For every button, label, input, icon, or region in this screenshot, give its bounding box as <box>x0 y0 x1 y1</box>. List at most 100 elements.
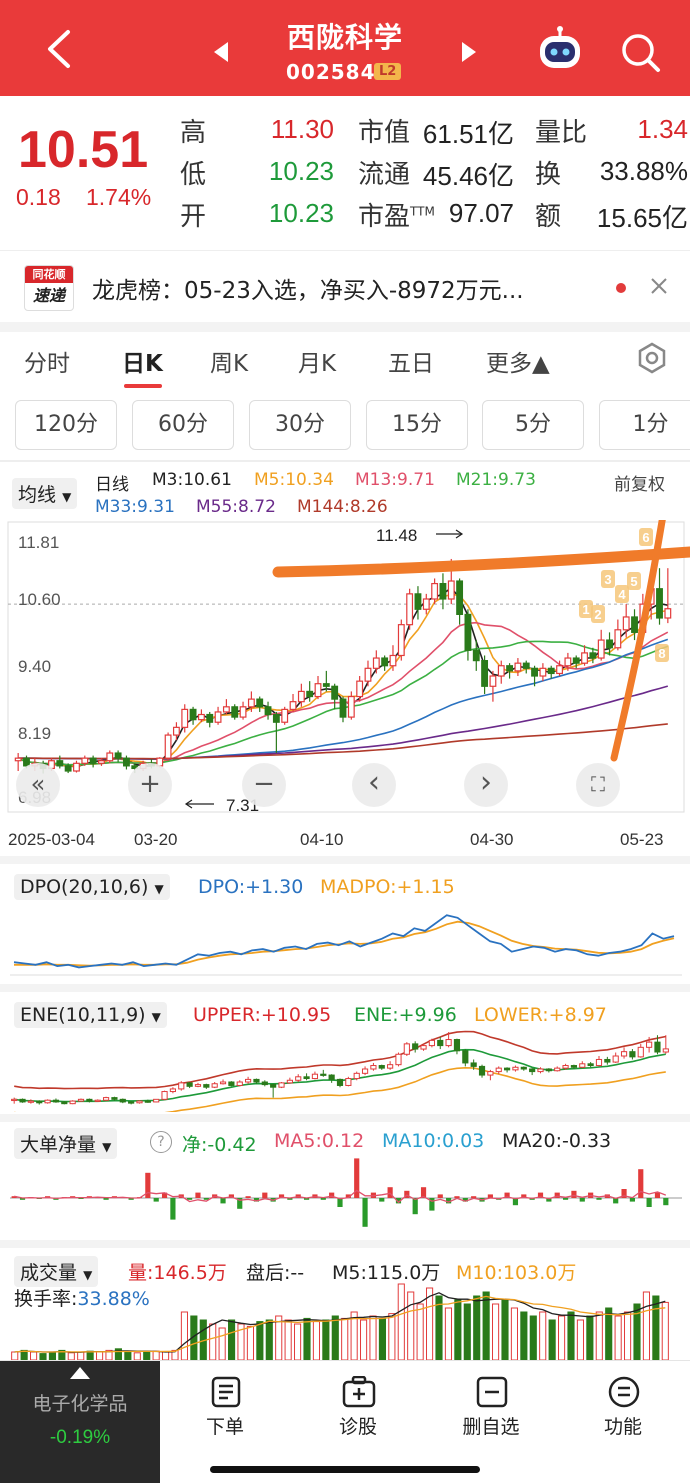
remove-watchlist-icon[interactable] <box>476 1376 508 1408</box>
event-marker[interactable]: 6 <box>639 528 653 546</box>
ene-candle <box>219 1079 227 1085</box>
ma-selector[interactable]: 均线 ▼ <box>12 478 78 509</box>
close-icon[interactable] <box>648 275 670 297</box>
bigorder-bar <box>262 1192 268 1198</box>
ene-upper-line <box>14 1030 666 1090</box>
tab-monthly-k[interactable]: 月K <box>298 351 337 377</box>
zoom-in-button[interactable]: + <box>128 763 172 807</box>
app-header: 西陇科学 002584 L2 <box>0 0 690 96</box>
fullscreen-button[interactable]: ⛶ <box>576 763 620 807</box>
amount-label: 额 <box>535 202 562 232</box>
news-text[interactable]: 龙虎榜：05-23入选，净买入-8972万元... <box>92 278 524 304</box>
minute-120-button[interactable]: 120分 <box>15 400 117 450</box>
adjust-mode[interactable]: 前复权 <box>614 475 665 495</box>
minute-5-button[interactable]: 5分 <box>482 400 584 450</box>
minute-1-button[interactable]: 1分 <box>599 400 690 450</box>
candle <box>289 693 297 712</box>
turnover-value: 33.88% <box>599 156 688 186</box>
minute-30-button[interactable]: 30分 <box>249 400 351 450</box>
tab-five-day[interactable]: 五日 <box>388 351 434 377</box>
event-marker[interactable]: 5 <box>627 572 641 590</box>
tab-more[interactable]: 更多▲ <box>486 351 550 377</box>
bigorder-indicator-chart[interactable] <box>10 1156 682 1236</box>
candle <box>439 573 447 610</box>
candle <box>206 711 214 728</box>
ene-candle <box>336 1078 344 1088</box>
bigorder-bar <box>579 1198 585 1202</box>
next-stock-icon[interactable] <box>458 40 480 64</box>
bigorder-bar <box>103 1198 109 1200</box>
candle <box>464 609 472 661</box>
help-icon[interactable]: ? <box>150 1131 172 1153</box>
order-icon[interactable] <box>210 1376 242 1408</box>
news-logo-top: 同花顺 <box>25 266 73 283</box>
sector-card[interactable]: 电子化学品 -0.19% <box>0 1361 160 1483</box>
ene-indicator-chart[interactable] <box>10 1026 682 1112</box>
event-marker[interactable]: 3 <box>601 570 615 588</box>
scroll-right-button[interactable]: › <box>464 763 508 807</box>
candle <box>231 704 239 720</box>
scroll-left-button[interactable]: ‹ <box>352 763 396 807</box>
dpo-selector[interactable]: DPO(20,10,6) ▼ <box>14 874 170 900</box>
tab-timeshare[interactable]: 分时 <box>24 351 70 377</box>
order-button[interactable]: 下单 <box>205 1416 244 1438</box>
x-axis-label-1: 2025-03-04 <box>8 830 95 849</box>
svg-text:2: 2 <box>594 607 601 622</box>
event-marker[interactable]: 2 <box>591 605 605 623</box>
y-axis-label-4: 8.19 <box>18 724 52 743</box>
event-marker[interactable]: 8 <box>655 644 669 662</box>
zoom-out-button[interactable]: − <box>242 763 286 807</box>
diagnose-button[interactable]: 诊股 <box>338 1416 377 1438</box>
ene-selector[interactable]: ENE(10,11,9) ▼ <box>14 1002 167 1028</box>
dpo-indicator-chart[interactable] <box>10 904 682 980</box>
news-ticker[interactable]: 同花顺 速递 龙虎榜：05-23入选，净买入-8972万元... <box>0 250 690 322</box>
functions-button[interactable]: 功能 <box>603 1416 642 1438</box>
open-label: 开 <box>180 202 207 232</box>
candle <box>614 619 622 651</box>
candle <box>381 655 389 671</box>
volume-chart[interactable] <box>10 1280 682 1360</box>
bigorder-bar <box>228 1194 234 1198</box>
candle <box>547 665 555 679</box>
ene-candle <box>403 1042 410 1056</box>
assistant-robot-icon[interactable] <box>536 26 584 72</box>
bigorder-bar <box>454 1196 460 1198</box>
event-marker[interactable]: 1 <box>579 600 593 618</box>
menu-icon[interactable] <box>608 1376 640 1408</box>
search-icon[interactable] <box>620 32 662 74</box>
low-label: 低 <box>180 160 207 190</box>
candlestick-chart[interactable]: 1 2 345 6 8 <box>0 520 690 825</box>
minute-60-button[interactable]: 60分 <box>132 400 234 450</box>
tab-weekly-k[interactable]: 周K <box>210 351 249 377</box>
bigorder-selector[interactable]: 大单净量 ▼ <box>14 1128 118 1159</box>
amount-value: 15.65亿 <box>596 203 688 233</box>
diagnose-icon[interactable] <box>342 1376 376 1408</box>
volume-selector[interactable]: 成交量 ▼ <box>14 1256 99 1287</box>
volume-bar <box>58 1349 66 1360</box>
event-marker[interactable]: 4 <box>615 585 629 603</box>
x-axis-label-5: 05-23 <box>620 830 664 849</box>
tab-daily-k[interactable]: 日K <box>122 351 163 377</box>
candle <box>556 660 563 677</box>
ene-candle <box>311 1071 319 1080</box>
ene-candle <box>253 1078 260 1084</box>
candle <box>456 578 464 625</box>
volume-bar <box>482 1291 490 1360</box>
bigorder-selector-label: 大单净量 <box>20 1134 97 1156</box>
ene-selector-label: ENE(10,11,9) <box>20 1004 146 1026</box>
bigorder-bar <box>161 1192 168 1198</box>
sector-change: -0.19% <box>49 1427 111 1448</box>
prev-stock-icon[interactable] <box>210 40 232 64</box>
back-icon[interactable] <box>40 28 76 70</box>
candle <box>422 593 430 615</box>
remove-watchlist-button[interactable]: 删自选 <box>462 1416 520 1438</box>
bigorder-bar <box>395 1198 402 1204</box>
scroll-left-fast-button[interactable]: « <box>16 763 60 807</box>
ene-lower-line <box>14 1066 666 1112</box>
ene-candle <box>620 1047 628 1059</box>
level2-badge[interactable]: L2 <box>374 63 402 80</box>
ene-candle <box>44 1099 51 1104</box>
dpo-value: DPO:+1.30 <box>198 876 304 898</box>
chart-settings-icon[interactable] <box>636 342 668 374</box>
minute-15-button[interactable]: 15分 <box>366 400 468 450</box>
